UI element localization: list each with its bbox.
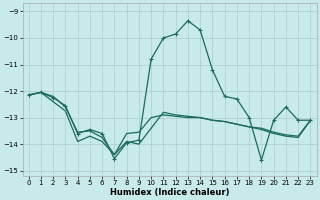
X-axis label: Humidex (Indice chaleur): Humidex (Indice chaleur)	[110, 188, 229, 197]
